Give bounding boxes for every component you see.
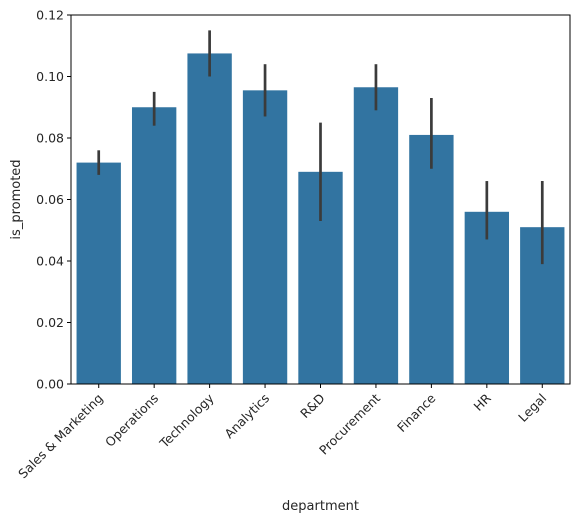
plot-frame <box>70 14 571 385</box>
bars-group <box>76 53 565 385</box>
bar <box>187 53 232 384</box>
x-tick-label: Technology <box>156 390 217 451</box>
y-tick-label: 0.06 <box>36 192 64 207</box>
y-tick-label: 0.12 <box>36 8 64 23</box>
bar <box>131 107 177 384</box>
bar <box>76 162 121 384</box>
x-tick-label: Sales & Marketing <box>15 391 106 482</box>
y-ticks-group: 0.00 0.02 0.04 0.06 0.08 0.10 0.12 <box>36 8 71 392</box>
y-tick-label: 0.08 <box>36 131 64 146</box>
x-tick-label: Analytics <box>221 391 272 442</box>
x-tick-label: R&D <box>297 391 327 421</box>
x-tick-label: Operations <box>102 391 161 450</box>
y-tick-label: 0.10 <box>36 69 64 84</box>
x-tick-label: HR <box>471 390 495 414</box>
y-tick-label: 0.00 <box>36 377 64 392</box>
x-axis-label: department <box>282 499 359 514</box>
y-tick-label: 0.04 <box>36 254 64 269</box>
y-tick-label: 0.02 <box>36 315 64 330</box>
x-tick-label: Legal <box>515 391 549 425</box>
x-tick-label: Finance <box>394 390 439 435</box>
bar <box>464 211 510 384</box>
bar <box>242 90 288 385</box>
error-bars-group <box>97 30 544 265</box>
bar <box>353 87 399 384</box>
y-axis-label: is_promoted <box>9 159 24 239</box>
bar <box>409 134 454 384</box>
